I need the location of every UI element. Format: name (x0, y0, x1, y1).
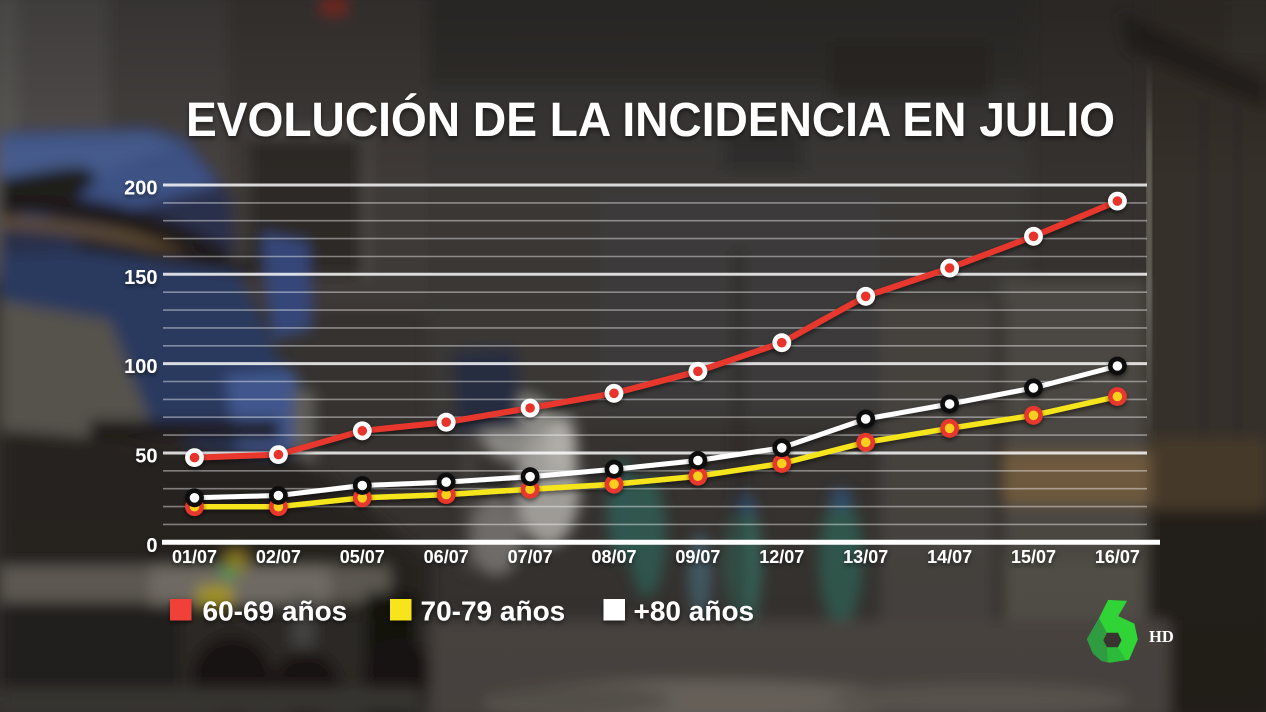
svg-text:15/07: 15/07 (1011, 547, 1056, 567)
svg-text:60-69 años: 60-69 años (203, 596, 348, 627)
svg-text:07/07: 07/07 (508, 547, 553, 567)
svg-text:200: 200 (124, 178, 157, 200)
svg-text:02/07: 02/07 (256, 547, 301, 567)
svg-text:06/07: 06/07 (424, 547, 469, 567)
svg-text:70-79 años: 70-79 años (421, 596, 566, 627)
svg-text:12/07: 12/07 (759, 547, 804, 567)
svg-text:09/07: 09/07 (675, 547, 720, 567)
svg-text:100: 100 (124, 356, 157, 378)
svg-text:13/07: 13/07 (843, 547, 888, 567)
svg-text:50: 50 (135, 446, 157, 468)
svg-text:HD: HD (1149, 627, 1174, 646)
svg-text:01/07: 01/07 (172, 547, 217, 567)
svg-text:150: 150 (124, 267, 157, 289)
svg-text:EVOLUCIÓN DE LA INCIDENCIA EN: EVOLUCIÓN DE LA INCIDENCIA EN JULIO (186, 92, 1115, 147)
svg-text:08/07: 08/07 (591, 547, 636, 567)
svg-text:05/07: 05/07 (340, 547, 385, 567)
svg-text:0: 0 (146, 535, 157, 557)
svg-text:14/07: 14/07 (927, 547, 972, 567)
svg-text:+80 años: +80 años (634, 596, 755, 627)
svg-text:16/07: 16/07 (1095, 547, 1140, 567)
